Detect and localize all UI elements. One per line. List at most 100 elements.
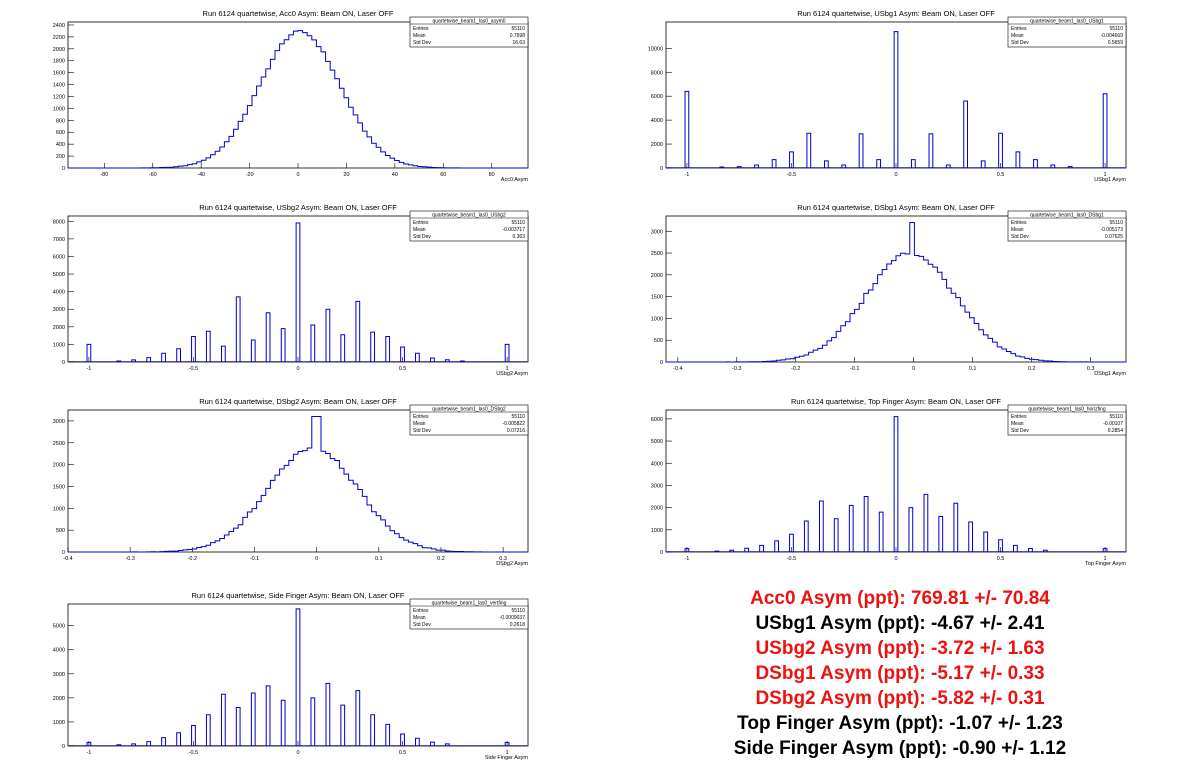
- y-tick-label: 1200: [53, 94, 65, 100]
- stats-box-frame: [1007, 404, 1127, 436]
- histogram-bin: [385, 723, 391, 746]
- histogram-bin: [235, 296, 241, 362]
- histogram-bin: [250, 339, 256, 362]
- histogram-bin: [265, 685, 271, 746]
- x-tick-label: 0: [296, 172, 299, 178]
- y-tick-label: 5000: [53, 624, 65, 630]
- stats-value: 0.07625: [1105, 234, 1123, 240]
- x-axis-label: USbg2 Asym: [496, 371, 528, 377]
- histogram-panel-6: Run 6124 quartetwise, Top Finger Asym: B…: [651, 397, 1127, 567]
- stats-value: -0.005173: [1100, 227, 1123, 233]
- stats-box-frame: [409, 598, 529, 630]
- stats-box-frame: [409, 210, 529, 242]
- histogram-bin: [131, 359, 137, 362]
- x-tick-label: 0: [894, 556, 897, 562]
- y-tick-label: 2000: [651, 273, 663, 279]
- stats-label: Std Dev: [413, 40, 431, 46]
- stats-label: Mean: [1011, 421, 1024, 427]
- histogram-bin: [998, 539, 1003, 552]
- y-tick-label: 1000: [53, 506, 65, 512]
- summary-line-side-finger: Side Finger Asym (ppt): -0.90 +/- 1.12: [733, 738, 1067, 759]
- histogram-bin: [400, 733, 405, 746]
- summary-line-top-finger: Top Finger Asym (ppt): -1.07 +/- 1.23: [737, 713, 1063, 734]
- y-tick-label: 200: [56, 154, 65, 160]
- x-tick-label: -0.4: [673, 366, 682, 372]
- y-tick-label: 1000: [53, 106, 65, 112]
- stats-value: 55110: [1109, 414, 1123, 420]
- x-tick-label: 1: [506, 750, 509, 756]
- stats-name: quartetwise_beam1_las0_DSbg1: [1030, 213, 1104, 219]
- stats-label: Mean: [413, 615, 426, 621]
- histogram-bin: [161, 352, 166, 362]
- x-tick-label: 0.1: [375, 556, 383, 562]
- y-tick-label: 0: [660, 550, 663, 556]
- x-tick-label: 20: [343, 172, 349, 178]
- stats-name: quartetwise_beam1_las0_vertfing: [432, 601, 507, 607]
- histogram-bin: [729, 549, 735, 552]
- x-tick-label: 1: [1104, 172, 1107, 178]
- histogram-bin: [774, 540, 779, 552]
- histogram-bin: [205, 330, 211, 362]
- histogram-line: [68, 416, 528, 553]
- stats-label: Entries: [1011, 220, 1027, 226]
- y-tick-label: 3000: [53, 419, 65, 425]
- summary-line-dsbg1: DSbg1 Asym (ppt): -5.17 +/- 0.33: [755, 663, 1045, 684]
- y-tick-label: 4000: [651, 118, 663, 124]
- x-tick-label: 1: [506, 366, 509, 372]
- stats-label: Std Dev: [1011, 428, 1029, 434]
- stats-label: Std Dev: [1011, 234, 1029, 240]
- x-axis-label: DSbg1 Asym: [1094, 371, 1126, 377]
- histogram-bin: [928, 133, 934, 168]
- y-tick-label: 1400: [53, 83, 65, 89]
- histogram-bin: [146, 357, 152, 362]
- stats-value: 55110: [1109, 220, 1123, 226]
- x-tick-label: -1: [86, 750, 91, 756]
- y-tick-label: 500: [654, 338, 663, 344]
- stats-name: quartetwise_beam1_las0_asym0: [432, 19, 505, 25]
- histogram-bin: [684, 548, 690, 552]
- histogram-panel-7: Run 6124 quartetwise, Side Finger Asym: …: [53, 591, 529, 761]
- stats-value: 0.2854: [1108, 428, 1124, 434]
- summary-line-acc0: Acc0 Asym (ppt): 769.81 +/- 70.84: [750, 588, 1050, 609]
- histogram-bin: [1028, 547, 1033, 552]
- y-tick-label: 2000: [53, 463, 65, 469]
- histogram-bin: [325, 682, 331, 746]
- x-axis-label: DSbg2 Asym: [496, 561, 528, 567]
- histogram-bin: [191, 725, 196, 746]
- x-tick-label: -0.1: [850, 366, 859, 372]
- histogram-bin: [848, 504, 854, 552]
- histogram-bin: [963, 100, 969, 168]
- x-tick-label: -80: [100, 172, 108, 178]
- y-tick-label: 1000: [651, 316, 663, 322]
- y-tick-label: 3000: [53, 307, 65, 313]
- histogram-bin: [310, 697, 316, 746]
- histogram-bin: [1042, 549, 1048, 552]
- y-tick-label: 8000: [651, 70, 663, 76]
- histogram-bin: [1013, 544, 1018, 552]
- x-tick-label: -1: [86, 366, 91, 372]
- stats-box-frame: [409, 16, 529, 48]
- x-tick-label: 0.5: [997, 172, 1005, 178]
- histogram-bin: [744, 547, 750, 552]
- histogram-line: [68, 30, 528, 169]
- stats-label: Std Dev: [413, 622, 431, 628]
- y-tick-label: 2000: [53, 47, 65, 53]
- histogram-bin: [295, 222, 301, 362]
- y-tick-label: 800: [56, 118, 65, 124]
- y-tick-label: 2500: [53, 441, 65, 447]
- histogram-bin: [355, 690, 361, 746]
- x-tick-label: 0: [894, 172, 897, 178]
- chart-title: Run 6124 quartetwise, Acc0 Asym: Beam ON…: [203, 9, 394, 18]
- x-tick-label: 1: [1104, 556, 1107, 562]
- y-tick-label: 1600: [53, 71, 65, 77]
- stats-name: quartetwise_beam1_las0_USbg1: [1030, 19, 1104, 25]
- y-tick-label: 1000: [651, 528, 663, 534]
- stats-name: quartetwise_beam1_las0_USbg2: [432, 213, 506, 219]
- y-tick-label: 2000: [53, 696, 65, 702]
- stats-value: -0.0009037: [500, 615, 526, 621]
- histogram-bin: [1102, 93, 1108, 168]
- y-tick-label: 3000: [53, 672, 65, 678]
- histogram-bin: [430, 357, 435, 362]
